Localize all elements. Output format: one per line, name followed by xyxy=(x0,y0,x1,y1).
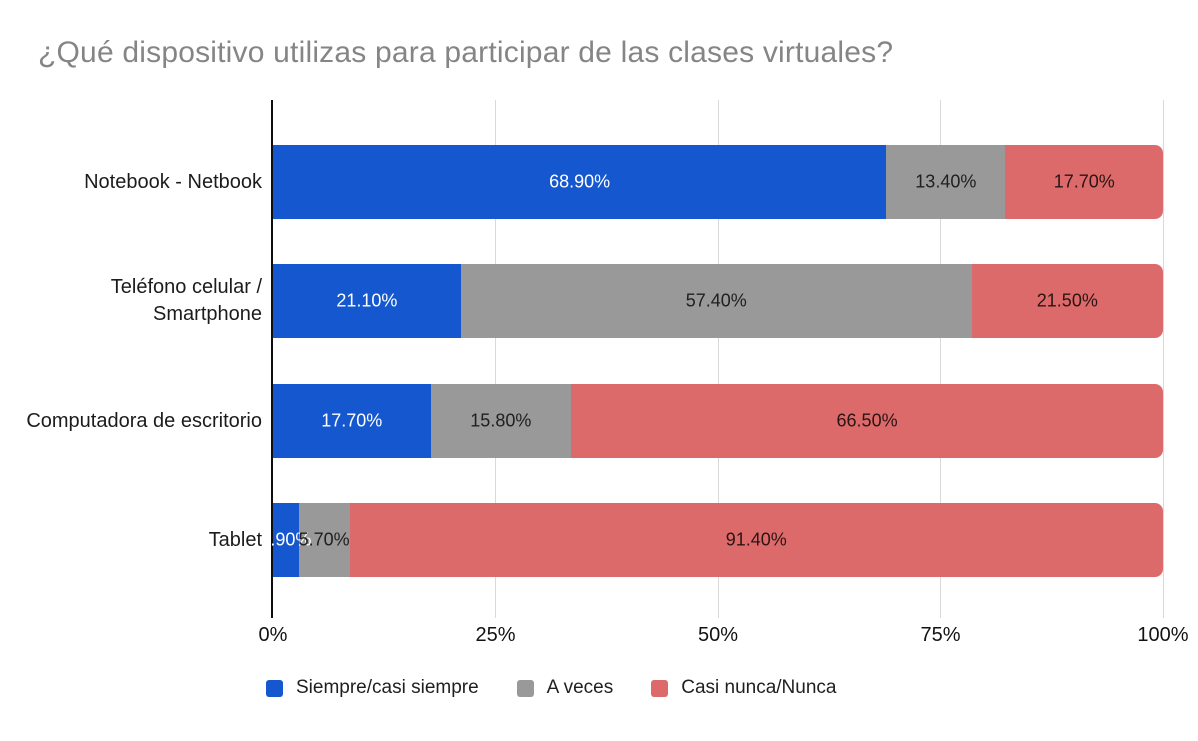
x-axis-labels: 0% 25% 50% 75% 100% xyxy=(259,624,1189,652)
bar-segment-3-2[interactable] xyxy=(349,503,1163,577)
bar-segment-3-1[interactable] xyxy=(298,503,350,577)
bar-segment-3-0[interactable] xyxy=(273,503,299,577)
bar-segment-1-2[interactable] xyxy=(971,264,1163,338)
gridline-50 xyxy=(717,100,719,618)
x-tick-label-50: 50% xyxy=(697,624,739,646)
bar-segment-2-0[interactable] xyxy=(273,384,431,458)
legend-label: Siempre/casi siempre xyxy=(296,677,479,698)
category-label-3: Tablet xyxy=(208,528,262,551)
x-tick-label-0: 0% xyxy=(258,624,288,646)
legend-swatch-icon xyxy=(651,679,669,697)
legend-label: Casi nunca/Nunca xyxy=(681,677,837,698)
legend: Siempre/casi siempre A veces Casi nunca/Nu… xyxy=(266,677,836,699)
legend-label: A veces xyxy=(546,677,614,698)
legend-swatch-icon xyxy=(516,679,534,697)
bar-segment-0-1[interactable] xyxy=(886,145,1006,219)
x-tick-label-25: 25% xyxy=(475,624,516,646)
gridline-75 xyxy=(940,100,941,618)
y-axis-line xyxy=(271,100,273,618)
legend-swatch-icon xyxy=(266,679,283,697)
gridline-25 xyxy=(495,100,496,618)
bar-row-3: 2.90% 5.70% 91.40% xyxy=(260,503,1163,577)
bar-segment-0-0[interactable] xyxy=(273,145,887,219)
bar-segment-2-1[interactable] xyxy=(430,384,572,458)
category-label-2: Computadora de escritorio xyxy=(26,409,262,432)
bar-row-0: 68.90% 13.40% 17.70% xyxy=(273,145,1163,219)
bar-segment-1-0[interactable] xyxy=(273,264,461,338)
legend-item-1[interactable]: A veces xyxy=(516,677,614,699)
bar-segment-0-2[interactable] xyxy=(1005,145,1163,219)
gridline-100 xyxy=(1162,100,1164,618)
bar-row-2: 17.70% 15.80% 66.50% xyxy=(273,384,1163,458)
chart-title: ¿Qué dispositivo utilizas para participa… xyxy=(38,36,894,69)
category-label-1: Teléfono celular / Smartphone xyxy=(110,276,262,325)
legend-item-2[interactable]: Casi nunca/Nunca xyxy=(651,677,836,699)
plot-area: 68.90% 13.40% 17.70% 21.10% 57.40% 21.50% 17.7… xyxy=(260,100,1164,618)
x-tick-label-75: 75% xyxy=(920,624,961,646)
x-tick-label-100: 100% xyxy=(1137,624,1189,646)
bar-segment-2-2[interactable] xyxy=(571,384,1163,458)
legend-item-0[interactable]: Siempre/casi siempre xyxy=(266,677,479,699)
bar-segment-1-1[interactable] xyxy=(460,264,972,338)
category-label-0: Notebook - Netbook xyxy=(84,170,262,193)
bar-row-1: 21.10% 57.40% 21.50% xyxy=(273,264,1163,338)
